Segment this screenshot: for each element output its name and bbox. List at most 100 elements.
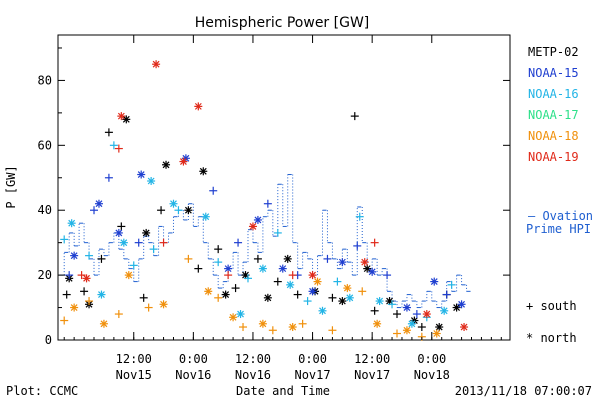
data-point-north [338,258,347,267]
data-point-south [273,277,282,286]
data-point-south [114,310,123,319]
data-point-north [137,170,146,179]
data-point-north [258,264,267,273]
data-point-north [308,271,317,280]
data-point-south [65,271,74,280]
data-point-south [234,238,243,247]
data-point-north [440,306,449,315]
x-tick-day-label: Nov16 [175,368,211,382]
data-point-north [368,267,377,276]
data-point-north [122,115,131,124]
data-point-south [194,264,203,273]
data-point-south [393,310,401,319]
x-tick-day-label: Nov17 [294,368,330,382]
data-point-south [184,254,193,263]
data-point-north [236,310,245,319]
x-tick-label: 0:00 [298,352,327,366]
data-point-south [388,300,397,309]
data-point-south [442,290,451,299]
ovation-legend-label-2: Prime HPI [526,222,591,236]
data-point-north [70,303,79,312]
x-axis-label: Date and Time [236,384,330,398]
data-point-south [214,245,223,254]
south-legend-label: + south [526,299,577,313]
data-point-south [298,319,307,328]
data-point-south [80,287,89,296]
data-point-south [109,141,118,150]
data-point-south [328,293,337,302]
data-point-north [258,319,267,328]
data-point-south [104,173,113,182]
data-point-north [263,293,272,302]
data-point-south [214,293,223,302]
legend: METP-02 NOAA-15 NOAA-16 NOAA-17 NOAA-18 NOAA-… [528,45,579,164]
data-point-north [117,112,126,121]
legend-entry: NOAA-15 [528,66,579,80]
data-point-north [402,303,411,312]
data-point-north [375,297,384,306]
data-point-south [159,238,168,247]
data-point-north [345,293,354,302]
x-tick-label: 12:00 [235,352,271,366]
data-point-north [432,329,441,338]
data-point-north [422,310,431,319]
data-point-north [286,280,295,289]
data-point-north [283,254,292,263]
data-point-south [350,112,359,121]
data-point-south [417,323,426,332]
data-point-south [358,287,367,296]
y-tick-label: 60 [38,138,52,152]
north-legend-label: * north [526,331,577,345]
data-point-south [139,293,148,302]
data-point-north [318,306,327,315]
data-point-south [412,310,421,319]
data-point-south [134,238,143,247]
legend-entry: NOAA-19 [528,150,579,164]
data-point-north [119,238,128,247]
data-point-north [338,297,347,306]
data-point-south [90,206,99,215]
data-point-south [323,254,332,263]
data-point-north [199,167,208,176]
data-point-north [430,277,439,286]
plot-frame [57,34,511,341]
data-point-north [343,284,352,293]
y-tick-label: 0 [45,333,52,347]
data-point-south [293,290,302,299]
data-point-south [224,271,233,280]
x-tick-day-label: Nov16 [235,368,271,382]
y-axis-label: P [GW] [4,165,18,208]
data-point-south [209,186,218,195]
data-point-north [67,219,76,228]
data-point-north [221,290,230,299]
data-point-south [239,323,248,332]
data-point-north [278,264,287,273]
data-point-south [144,303,153,312]
data-point-north [194,102,203,111]
data-point-south [231,284,240,293]
data-point-north [253,215,262,224]
data-point-north [97,290,106,299]
data-point-south [97,254,106,263]
x-tick-day-label: Nov15 [116,368,152,382]
data-point-south [114,144,123,153]
data-point-south [370,238,379,247]
x-tick-label: 0:00 [417,352,446,366]
x-tick-label: 0:00 [179,352,208,366]
data-point-south [243,274,252,283]
data-point-north [142,228,151,237]
data-point-south [447,280,456,289]
data-point-south [77,271,86,280]
data-point-north [457,300,466,309]
data-point-south [129,261,138,270]
x-tick-day-label: Nov18 [414,368,450,382]
data-point-north [159,300,168,309]
data-point-north [179,157,188,166]
data-point-south [353,241,362,250]
ovation-series [59,174,472,309]
data-point-south [174,206,183,215]
y-tick-label: 80 [38,73,52,87]
data-point-north [114,228,123,237]
data-point-north [70,251,79,260]
data-point-north [308,287,317,296]
